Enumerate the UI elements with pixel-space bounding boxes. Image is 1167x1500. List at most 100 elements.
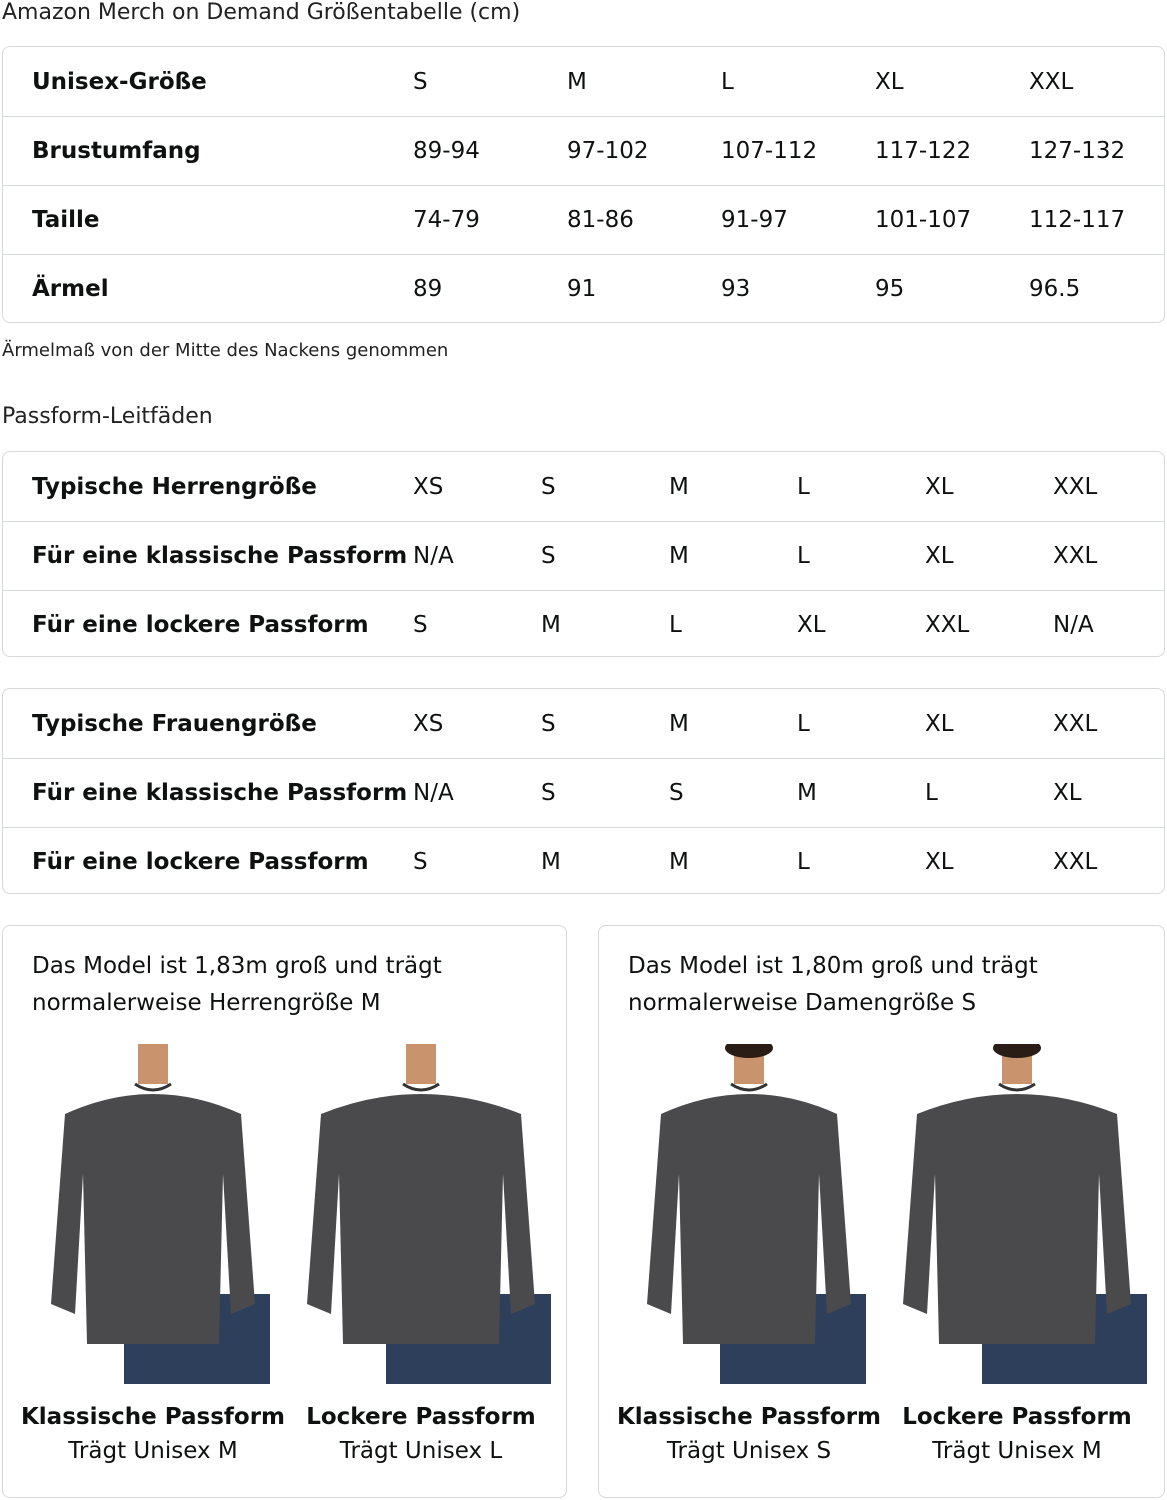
table-cell: XXL bbox=[1053, 710, 1098, 737]
row-label: Typische Frauengröße bbox=[32, 710, 317, 737]
table-cell: XXL bbox=[1053, 543, 1098, 569]
model-photo bbox=[887, 1038, 1152, 1384]
table-cell: XL bbox=[875, 68, 904, 95]
table-cell: M bbox=[541, 849, 561, 875]
men-model-card: Das Model ist 1,83m groß und trägt norma… bbox=[2, 925, 567, 1498]
men-fit-table: Typische Herrengröße XS S M L XL XXL Für eine k… bbox=[2, 451, 1165, 657]
table-row: Ärmel 89 91 93 95 96.5 bbox=[3, 254, 1164, 322]
sweatshirt bbox=[903, 1094, 1131, 1344]
table-cell: L bbox=[797, 473, 810, 500]
sweatshirt bbox=[647, 1094, 851, 1344]
table-cell: XS bbox=[413, 710, 444, 737]
table-row: Taille 74-79 81-86 91-97 101-107 112-117 bbox=[3, 185, 1164, 254]
size-worn: Trägt Unisex M bbox=[932, 1438, 1102, 1464]
table-cell: M bbox=[541, 612, 561, 638]
fit-caption: Lockere Passform Trägt Unisex M bbox=[882, 1404, 1152, 1464]
row-label: Für eine klassische Passform bbox=[32, 543, 408, 569]
table-cell: M bbox=[669, 710, 689, 737]
table-cell: XL bbox=[925, 849, 954, 875]
table-cell: 89 bbox=[413, 276, 443, 302]
unisex-size-table: Unisex-Größe S M L XL XXL Brustumfang 89-94 97-1… bbox=[2, 46, 1165, 323]
table-row: Für eine klassische Passform N/A S S M L XL bbox=[3, 758, 1164, 827]
women-model-card: Das Model ist 1,80m groß und trägt norma… bbox=[598, 925, 1165, 1498]
table-cell: S bbox=[541, 710, 556, 737]
table-cell: M bbox=[797, 780, 817, 806]
table-cell: XL bbox=[925, 543, 954, 569]
table-cell: 95 bbox=[875, 276, 905, 302]
table-cell: N/A bbox=[413, 543, 454, 569]
table-cell: M bbox=[567, 68, 587, 95]
table-cell: 97-102 bbox=[567, 138, 649, 164]
model-description: Das Model ist 1,83m groß und trägt norma… bbox=[32, 953, 442, 1016]
table-cell: S bbox=[541, 543, 556, 569]
table-cell: 127-132 bbox=[1029, 138, 1126, 164]
table-cell: L bbox=[669, 612, 682, 638]
table-cell: XL bbox=[797, 612, 826, 638]
table-cell: 96.5 bbox=[1029, 276, 1081, 302]
page-title: Amazon Merch on Demand Größentabelle (cm… bbox=[2, 0, 521, 25]
row-label: Für eine klassische Passform bbox=[32, 780, 408, 806]
row-label: Für eine lockere Passform bbox=[32, 612, 369, 638]
table-cell: L bbox=[797, 710, 810, 737]
fit-title: Lockere Passform bbox=[902, 1404, 1132, 1430]
table-cell: N/A bbox=[413, 780, 454, 806]
fit-caption: Klassische Passform Trägt Unisex M bbox=[18, 1404, 288, 1464]
table-row: Brustumfang 89-94 97-102 107-112 117-122 127-… bbox=[3, 116, 1164, 185]
row-label: Ärmel bbox=[32, 276, 109, 302]
table-cell: XS bbox=[413, 473, 444, 500]
table-cell: XL bbox=[925, 710, 954, 737]
model-description: Das Model ist 1,80m groß und trägt norma… bbox=[628, 953, 1038, 1016]
table-row: Typische Herrengröße XS S M L XL XXL bbox=[3, 452, 1164, 521]
table-cell: 81-86 bbox=[567, 207, 634, 233]
fit-guide-title: Passform-Leitfäden bbox=[2, 404, 213, 429]
row-label: Unisex-Größe bbox=[32, 68, 207, 95]
model-photo bbox=[23, 1044, 283, 1384]
table-cell: M bbox=[669, 849, 689, 875]
table-cell: N/A bbox=[1053, 612, 1094, 638]
size-worn: Trägt Unisex L bbox=[339, 1438, 503, 1464]
table-row: Für eine klassische Passform N/A S M L XL XXL bbox=[3, 521, 1164, 590]
fit-caption: Lockere Passform Trägt Unisex L bbox=[286, 1404, 556, 1464]
table-cell: S bbox=[669, 780, 684, 806]
fit-title: Klassische Passform bbox=[616, 1404, 882, 1430]
table-cell: L bbox=[797, 849, 810, 875]
table-cell: XL bbox=[925, 473, 954, 500]
table-cell: 112-117 bbox=[1029, 207, 1126, 233]
row-label: Typische Herrengröße bbox=[32, 473, 317, 500]
size-worn: Trägt Unisex S bbox=[666, 1438, 832, 1464]
fit-caption: Klassische Passform Trägt Unisex S bbox=[614, 1404, 884, 1464]
table-cell: S bbox=[413, 68, 428, 95]
table-cell: XXL bbox=[1029, 68, 1074, 95]
sleeve-note: Ärmelmaß von der Mitte des Nackens genom… bbox=[2, 340, 449, 361]
table-cell: L bbox=[925, 780, 938, 806]
table-cell: 74-79 bbox=[413, 207, 480, 233]
women-fit-table: Typische Frauengröße XS S M L XL XXL Für eine k… bbox=[2, 688, 1165, 894]
table-cell: XL bbox=[1053, 780, 1082, 806]
size-worn: Trägt Unisex M bbox=[68, 1438, 238, 1464]
table-cell: XXL bbox=[1053, 849, 1098, 875]
table-row: Unisex-Größe S M L XL XXL bbox=[3, 47, 1164, 116]
table-cell: S bbox=[413, 849, 428, 875]
table-cell: L bbox=[721, 68, 734, 95]
row-label: Taille bbox=[32, 207, 100, 233]
table-cell: S bbox=[541, 473, 556, 500]
fit-title: Lockere Passform bbox=[306, 1404, 536, 1430]
table-cell: 117-122 bbox=[875, 138, 972, 164]
table-row: Für eine lockere Passform S M M L XL XXL bbox=[3, 827, 1164, 893]
model-photo bbox=[291, 1044, 556, 1384]
table-cell: 89-94 bbox=[413, 138, 480, 164]
table-cell: 91 bbox=[567, 276, 597, 302]
table-cell: S bbox=[413, 612, 428, 638]
table-cell: M bbox=[669, 543, 689, 569]
table-row: Typische Frauengröße XS S M L XL XXL bbox=[3, 689, 1164, 758]
row-label: Brustumfang bbox=[32, 138, 201, 164]
sweatshirt bbox=[307, 1094, 535, 1344]
table-cell: XXL bbox=[925, 612, 970, 638]
row-label: Für eine lockere Passform bbox=[32, 849, 369, 875]
table-cell: 93 bbox=[721, 276, 751, 302]
table-row: Für eine lockere Passform S M L XL XXL N/A bbox=[3, 590, 1164, 656]
table-cell: XXL bbox=[1053, 473, 1098, 500]
table-cell: 91-97 bbox=[721, 207, 788, 233]
table-cell: L bbox=[797, 543, 810, 569]
table-cell: 101-107 bbox=[875, 207, 972, 233]
